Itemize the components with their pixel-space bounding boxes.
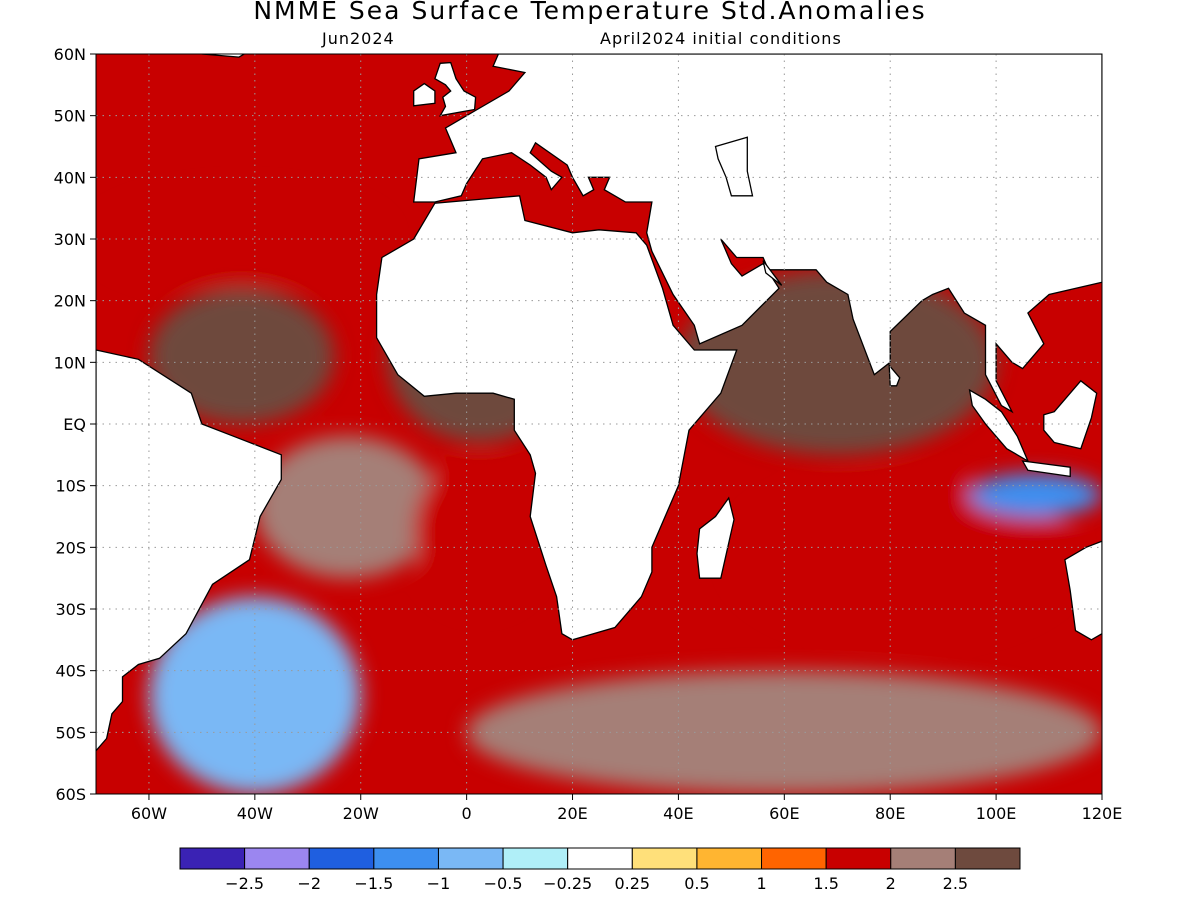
forecast-month: Jun2024 [322,29,395,48]
lon-tick-label: 40W [237,804,273,823]
legend-swatch [179,847,246,870]
lat-tick-label: 20N [54,292,86,311]
legend-swatches [179,847,1021,870]
lat-tick-label: 20S [55,538,86,557]
lat-tick-label: 60S [55,785,86,804]
south-america-landmass [96,349,282,752]
lon-tick-label: 80E [875,804,905,823]
lon-tick-label: 60W [131,804,167,823]
legend-label: −2 [297,874,321,893]
legend-label: 1 [756,874,766,893]
legend-swatch [308,847,375,870]
greenland-tip-landmass [201,54,246,58]
legend-swatch [244,847,310,870]
legend-swatch [567,847,633,870]
lon-tick-label: 20E [557,804,587,823]
anomaly-region [148,288,335,424]
lat-tick-label: 30S [55,600,86,619]
longitude-axis: 60W 40W 20W 0 20E 40E 60E 80E 100E 120E [131,804,1122,823]
lon-tick-label: 120E [1082,804,1123,823]
anomaly-region [969,473,1102,517]
anomaly-region [466,670,1102,794]
legend-label: −1.5 [354,874,393,893]
lat-tick-label: 30N [54,230,86,249]
legend-swatch [890,847,956,870]
ireland-landmass [413,82,436,107]
plot-area [96,54,1102,794]
lat-tick-label: 40N [54,168,86,187]
anomaly-region [413,454,547,609]
legend-label: 2 [886,874,896,893]
lon-tick-label: 60E [769,804,799,823]
anomaly-region [731,473,1076,640]
caspian-sea-outline [714,136,754,197]
lat-tick-label: 10S [55,477,86,496]
anomaly-region [254,436,441,579]
java-landmass [1021,460,1071,478]
anomaly-region [96,189,388,289]
legend-swatch [502,847,569,870]
madagascar-landmass [696,496,735,579]
legend-label: 0.5 [684,874,709,893]
legend-swatch [825,847,892,870]
legend-swatch [696,847,763,870]
map-title: NMME Sea Surface Temperature Std.Anomali… [253,0,927,25]
australia-landmass [1064,540,1102,641]
lat-tick-label: EQ [63,415,86,434]
africa-landmass [375,195,738,641]
legend-swatch [631,847,698,870]
sumatra-landmass [968,388,1030,463]
legend-swatch [954,847,1021,870]
britain-landmass [434,61,477,117]
legend-label: −1 [427,874,451,893]
land-masses [96,54,1102,752]
legend-labels: −2.5 −2 −1.5 −1 −0.5 −0.25 0.25 0.5 1 1.5 2 2.5 [225,874,968,893]
legend-label: 1.5 [813,874,838,893]
latitude-axis: 60N 50N 40N 30N 20N 10N EQ 10S 20S 30S 40S 50S 60S [54,45,86,804]
axis-ticks [90,53,1103,800]
legend-swatch [437,847,504,870]
legend-swatch [373,847,439,870]
lon-tick-label: 20W [343,804,379,823]
lat-tick-label: 40S [55,662,86,681]
legend-label: 0.25 [614,874,650,893]
borneo-landmass [1043,379,1098,450]
sst-anomaly-map: 60N 50N 40N 30N 20N 10N EQ 10S 20S 30S 40S 50S 60S 6… [54,45,1123,823]
lat-tick-label: 60N [54,45,86,64]
lon-tick-label: 40E [663,804,693,823]
legend-label: −0.5 [484,874,523,893]
legend-label: −2.5 [225,874,264,893]
initial-conditions: April2024 initial conditions [600,29,842,48]
lon-tick-label: 0 [462,804,472,823]
lat-tick-label: 10N [54,353,86,372]
lon-tick-label: 100E [976,804,1017,823]
anomaly-region [148,596,361,794]
legend-label: −0.25 [543,874,592,893]
legend-label: 2.5 [943,874,968,893]
legend-swatch [761,847,827,870]
lat-tick-label: 50S [55,723,86,742]
lat-tick-label: 50N [54,107,86,126]
arabia-detail-landmass [762,260,783,286]
